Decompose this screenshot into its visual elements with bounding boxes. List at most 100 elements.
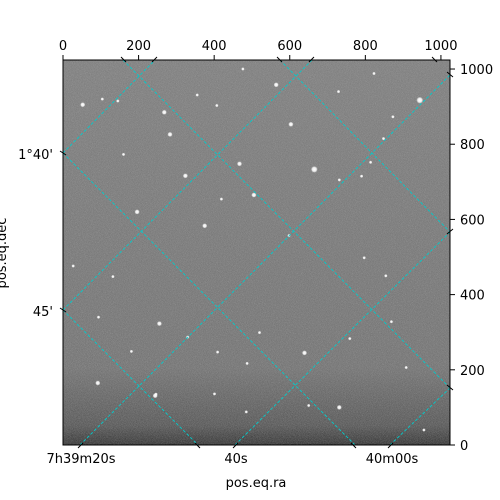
star-32: [301, 350, 308, 356]
grid-line-ra-4: [234, 231, 450, 445]
dec-tick-right-2: [446, 228, 454, 235]
dec-tick-left-2: [59, 307, 67, 313]
star-9: [416, 96, 424, 104]
ra-tick-bottom-1: [77, 442, 84, 449]
ra-tick-top-2: [151, 56, 158, 63]
star-2: [116, 99, 120, 103]
star-14: [219, 197, 224, 201]
star-21: [134, 209, 140, 215]
ra-tick-labels: 7h39m20s 40s 40m00s: [46, 452, 418, 467]
star-26: [362, 256, 366, 260]
image-area: [63, 60, 450, 445]
star-24: [202, 223, 208, 229]
image-noise: [63, 60, 450, 445]
world-ticks: [59, 56, 454, 449]
star-15: [251, 192, 257, 198]
star-40: [152, 393, 158, 399]
star-13: [182, 173, 188, 179]
x-pixel-tick-label-1000: 1000: [424, 39, 457, 54]
star-29: [96, 315, 101, 319]
star-23: [111, 274, 115, 279]
star-48: [195, 93, 199, 97]
star-27: [384, 274, 388, 278]
y-pixel-tick-label-200: 200: [460, 364, 485, 379]
ra-tick-bottom-2: [194, 442, 201, 449]
star-37: [245, 361, 249, 366]
star-45: [307, 403, 311, 408]
coordinate-grid: [63, 60, 450, 445]
star-16: [310, 166, 318, 173]
plot-frame: [62, 59, 451, 446]
ra-tick-label-1: 7h39m20s: [46, 452, 115, 467]
x-pixel-tick-label-600: 600: [277, 39, 302, 54]
grid-line-dec-4: [279, 60, 450, 233]
star-18: [359, 174, 364, 178]
x-pixel-tick-label-200: 200: [126, 39, 151, 54]
star-19: [368, 160, 373, 164]
y-pixel-tick-label-600: 600: [460, 213, 485, 228]
star-41: [212, 392, 217, 396]
star-34: [389, 320, 394, 324]
grid-line-ra-1: [63, 60, 156, 154]
y-pixel-tick-label-0: 0: [460, 439, 468, 454]
star-33: [348, 336, 352, 341]
star-1: [80, 102, 86, 108]
star-12: [121, 152, 126, 157]
star-11: [236, 161, 243, 167]
x-axis-title: pos.eq.ra: [226, 476, 287, 491]
ra-tick-label-3: 40m00s: [366, 452, 419, 467]
star-50: [372, 71, 376, 76]
star-7: [336, 89, 341, 94]
y-pixel-tick-label-800: 800: [460, 138, 485, 153]
pixel-x-axis: 0 200 400 600 800 1000: [59, 39, 457, 60]
ra-tick-top-5: [431, 56, 438, 63]
star-43: [336, 404, 342, 410]
star-8: [391, 115, 395, 119]
grid-line-ra-5: [389, 387, 450, 445]
ra-tick-bottom-3: [232, 442, 239, 449]
star-17: [337, 178, 341, 182]
ra-tick-top-4: [308, 56, 315, 63]
grid-line-ra-3: [79, 74, 450, 445]
star-28: [156, 321, 162, 327]
x-pixel-tick-label-0: 0: [59, 39, 67, 54]
grid-line-dec-3: [63, 309, 199, 445]
grid-line-dec-2: [63, 152, 356, 445]
star-22: [71, 264, 75, 268]
x-pixel-tick-label-400: 400: [202, 39, 227, 54]
grid-line-ra-2: [63, 60, 313, 311]
pixel-y-axis: 0 200 400 600 800 1000: [450, 63, 493, 454]
ra-tick-top-3: [276, 56, 283, 63]
star-42: [244, 410, 248, 414]
stars-layer: [71, 67, 426, 432]
y-axis-title: pos.eq.dec: [0, 218, 10, 289]
dec-tick-label-1: 1°40': [18, 148, 53, 163]
star-44: [404, 365, 408, 370]
ra-tick-bottom-4: [350, 442, 357, 449]
star-36: [215, 350, 220, 354]
dec-tick-right-1: [446, 71, 454, 78]
star-6: [288, 121, 294, 127]
star-35: [129, 349, 134, 354]
dec-tick-labels: 1°40' 45': [18, 148, 53, 320]
star-46: [422, 428, 426, 432]
star-4: [215, 103, 219, 108]
ra-tick-top-1: [120, 56, 127, 63]
dec-tick-label-2: 45': [33, 305, 53, 320]
ra-tick-label-2: 40s: [224, 452, 248, 467]
star-10: [167, 131, 173, 137]
star-31: [257, 330, 262, 335]
star-5: [273, 82, 279, 88]
star-3: [161, 109, 167, 115]
x-pixel-tick-label-800: 800: [353, 39, 378, 54]
dec-tick-left-1: [59, 150, 67, 156]
star-47: [100, 97, 105, 101]
star-20: [381, 136, 386, 141]
ra-tick-bottom-5: [387, 442, 394, 449]
y-pixel-tick-label-400: 400: [460, 289, 485, 304]
dec-tick-right-3: [446, 384, 454, 391]
star-49: [241, 67, 245, 71]
y-pixel-tick-label-1000: 1000: [460, 63, 493, 78]
grid-line-dec-1: [122, 60, 450, 389]
